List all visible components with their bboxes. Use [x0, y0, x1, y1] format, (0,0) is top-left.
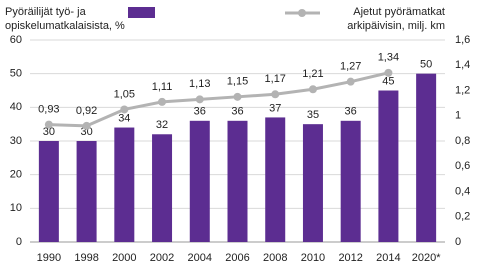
y-tick-label: 20: [10, 169, 22, 181]
line-marker: [308, 85, 317, 94]
bar: [227, 120, 248, 242]
y-tick-label: 40: [10, 101, 22, 113]
y-tick-label: 30: [10, 135, 22, 147]
line-value-label: 0,92: [76, 105, 97, 117]
bar-value-label: 30: [80, 126, 92, 138]
bar-value-label: 36: [345, 106, 357, 118]
line-value-label: 1,21: [302, 68, 323, 80]
x-tick-label: 2010: [301, 252, 325, 264]
bar: [416, 73, 437, 243]
x-tick-label: 1990: [37, 252, 61, 264]
y2-tick-label: 0,6: [455, 160, 470, 172]
y-tick-label: 0: [16, 236, 22, 248]
line-value-label: 1,15: [227, 76, 248, 88]
line-marker: [271, 90, 280, 99]
bar: [152, 134, 173, 242]
bar-value-label: 50: [420, 59, 432, 71]
x-tick-label: 1998: [74, 252, 98, 264]
y-tick-label: 10: [10, 202, 22, 214]
line-marker: [384, 68, 393, 77]
x-tick-label: 2000: [112, 252, 136, 264]
bar-value-label: 35: [307, 109, 319, 121]
line-value-label: 1,27: [340, 61, 361, 73]
x-tick-label: 2014: [376, 252, 400, 264]
bar: [378, 90, 399, 242]
bar: [76, 141, 97, 242]
line: [48, 71, 389, 128]
bar-value-label: 36: [194, 106, 206, 118]
bar: [189, 120, 210, 242]
bar: [265, 117, 286, 242]
y2-tick-label: 1,4: [455, 59, 470, 71]
line-marker: [120, 105, 129, 114]
x-tick-label: 2006: [225, 252, 249, 264]
y2-tick-label: 0,4: [455, 185, 470, 197]
x-tick-label: 2020*: [412, 252, 441, 264]
x-tick-label: 2008: [263, 252, 287, 264]
y2-tick-label: 0: [455, 236, 461, 248]
line-marker: [233, 92, 242, 101]
y-tick-label: 60: [10, 34, 22, 46]
x-tick-label: 2012: [338, 252, 362, 264]
line-marker: [346, 77, 355, 86]
line-marker: [44, 120, 53, 129]
y2-tick-label: 1,6: [455, 34, 470, 46]
line-value-label: 1,17: [265, 73, 286, 85]
x-tick-label: 2004: [188, 252, 212, 264]
bar: [302, 124, 323, 242]
bar-value-label: 32: [156, 119, 168, 131]
line-marker: [82, 121, 91, 130]
bar-value-label: 34: [118, 112, 130, 124]
legend-swatch-bar: [128, 7, 155, 18]
y2-tick-label: 0,2: [455, 211, 470, 223]
line-value-label: 1,13: [189, 78, 210, 90]
line-value-label: 1,11: [152, 81, 173, 93]
bar-value-label: 36: [231, 106, 243, 118]
bar: [38, 141, 59, 242]
line-marker: [158, 97, 167, 106]
line-value-label: 1,34: [378, 52, 399, 64]
legend-swatch-marker: [298, 9, 306, 17]
y2-tick-label: 0,8: [455, 135, 470, 147]
y-tick-label: 50: [10, 68, 22, 80]
legend-label: Ajetut pyörämatkat arkipäivisin, milj. k…: [347, 6, 445, 32]
bar: [114, 127, 135, 242]
bar-value-label: 37: [269, 102, 281, 114]
bar-value-label: 45: [382, 75, 394, 87]
x-tick-label: 2002: [150, 252, 174, 264]
line-marker: [195, 95, 204, 104]
y2-tick-label: 1: [455, 110, 461, 122]
bar: [340, 120, 361, 242]
line-value-label: 1,05: [114, 88, 135, 100]
line-value-label: 0,93: [38, 103, 59, 115]
bar-value-label: 30: [43, 126, 55, 138]
y2-tick-label: 1,2: [455, 84, 470, 96]
legend-label: Pyöräilijät työ- ja opiskelumatkalaisist…: [5, 6, 125, 32]
